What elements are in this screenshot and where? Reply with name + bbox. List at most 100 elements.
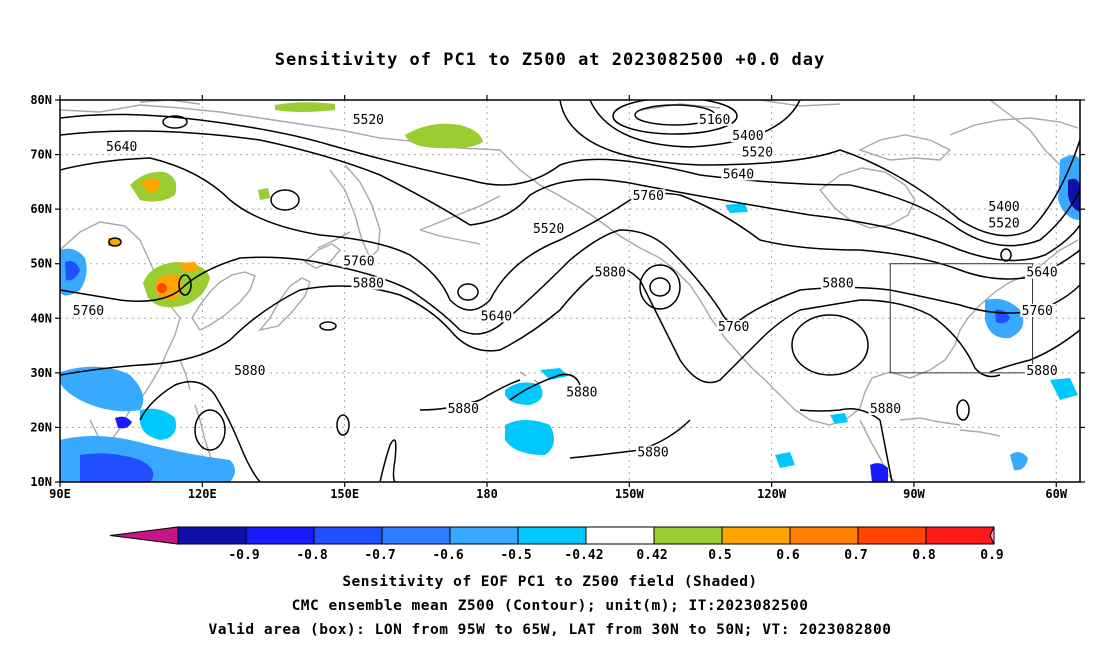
colorbar-high-arrow — [989, 526, 995, 545]
lat-label: 10N — [30, 475, 52, 489]
lon-label: 120W — [757, 487, 787, 501]
contour-label-bg — [721, 167, 756, 181]
contour-label-bg — [1025, 363, 1060, 377]
contour-label-bg — [341, 254, 376, 268]
contour-label-bg — [636, 445, 671, 459]
graticule — [60, 100, 1080, 482]
contour-label-bg — [868, 402, 903, 416]
contour-label-bg — [71, 303, 106, 317]
lat-label: 30N — [30, 366, 52, 380]
contour-label: 5880 — [822, 277, 853, 292]
colorbar-swatch — [925, 526, 995, 545]
colorbar-swatch — [449, 526, 519, 545]
z500-contours — [60, 100, 1080, 482]
colorbar-swatch — [245, 526, 315, 545]
contour-label: 5400 — [732, 129, 763, 144]
contour-label: 5760 — [718, 320, 749, 335]
lat-label: 60N — [30, 202, 52, 216]
plot-title: Sensitivity of PC1 to Z500 at 2023082500… — [274, 50, 826, 70]
contour-label: 5880 — [566, 386, 597, 401]
colorbar-label: 0.5 — [708, 548, 731, 563]
colorbar-label: 0.7 — [844, 548, 867, 563]
contour-label: 5760 — [1022, 304, 1053, 319]
contour-label-bg — [740, 145, 775, 159]
contour-label: 5880 — [870, 402, 901, 417]
map-frame — [59, 99, 1081, 483]
contour-label: 5520 — [988, 217, 1019, 232]
contour-label: 5880 — [234, 364, 265, 379]
contour-label: 5640 — [106, 140, 137, 155]
valid-area-box — [889, 263, 1034, 374]
contour-label: 5760 — [633, 189, 664, 204]
colorbar-swatch — [381, 526, 451, 545]
caption-line-3: Valid area (box): LON from 95W to 65W, L… — [208, 622, 892, 638]
contour-labels: 5520564051605400552056405760552057605880… — [71, 112, 1060, 461]
colorbar-label: 0.42 — [636, 548, 667, 563]
contour-label-bg — [987, 200, 1022, 214]
lat-label: 40N — [30, 311, 52, 325]
colorbar-label: 0.8 — [912, 548, 936, 563]
contour-label: 5640 — [1026, 266, 1057, 281]
lon-label: 90W — [903, 487, 925, 501]
contour-label-bg — [104, 140, 139, 154]
contour-label: 5880 — [353, 277, 384, 292]
contour-label-bg — [479, 309, 514, 323]
colorbar-swatch — [653, 526, 723, 545]
colorbar-swatch — [789, 526, 859, 545]
contour-label: 5520 — [533, 222, 564, 237]
colorbar-label: 0.9 — [980, 548, 1003, 563]
colorbar-label: -0.6 — [432, 548, 463, 563]
lon-label: 120E — [188, 487, 217, 501]
colorbar: -0.9 -0.8 -0.7 -0.6 -0.5 -0.42 0.42 0.5 0.6 0.7 0.… — [109, 526, 1004, 563]
contour-label: 5160 — [699, 113, 730, 128]
colorbar-low-arrow — [109, 526, 179, 545]
colorbar-swatch — [857, 526, 927, 545]
colorbar-label: 0.6 — [776, 548, 800, 563]
lon-label: 180 — [476, 487, 498, 501]
contour-label-bg — [697, 112, 732, 126]
colorbar-label: -0.8 — [296, 548, 327, 563]
contour-label-bg — [1025, 265, 1060, 279]
colorbar-swatch — [177, 526, 247, 545]
contour-label-bg — [351, 276, 386, 290]
contour-label-bg — [531, 221, 566, 235]
colorbar-label: -0.42 — [564, 548, 603, 563]
map-area — [60, 100, 1080, 482]
contour-label: 5760 — [343, 255, 374, 270]
contour-label-bg — [716, 320, 751, 334]
lon-label: 60W — [1045, 487, 1067, 501]
contour-label-bg — [631, 189, 666, 203]
colorbar-swatch — [517, 526, 587, 545]
contour-label: 5880 — [595, 266, 626, 281]
contour-label-bg — [1020, 303, 1055, 317]
caption-line-2: CMC ensemble mean Z500 (Contour); unit(m… — [291, 598, 809, 614]
contour-label: 5400 — [988, 200, 1019, 215]
contour-label-bg — [593, 265, 628, 279]
contour-label: 5880 — [1026, 364, 1057, 379]
contour-label: 5640 — [723, 167, 754, 182]
colorbar-label: -0.9 — [228, 548, 259, 563]
contour-label-bg — [730, 129, 765, 143]
contour-label: 5640 — [481, 309, 512, 324]
contour-label-bg — [446, 402, 481, 416]
colorbar-label: -0.5 — [500, 548, 531, 563]
lon-label: 150W — [615, 487, 645, 501]
contour-label: 5880 — [448, 402, 479, 417]
caption-line-1: Sensitivity of EOF PC1 to Z500 field (Sh… — [342, 574, 758, 590]
lat-label: 20N — [30, 420, 52, 434]
coastlines — [60, 100, 1079, 482]
contour-label-bg — [987, 216, 1022, 230]
colorbar-swatch — [313, 526, 383, 545]
colorbar-swatch — [721, 526, 791, 545]
lon-label: 150E — [330, 487, 359, 501]
lat-label: 70N — [30, 148, 52, 162]
sensitivity-shading — [60, 102, 1080, 482]
contour-label-bg — [564, 385, 599, 399]
contour-label: 5760 — [73, 304, 104, 319]
contour-label-bg — [232, 363, 267, 377]
contour-label: 5880 — [637, 446, 668, 461]
contour-label-bg — [351, 112, 386, 126]
lon-label: 90E — [49, 487, 71, 501]
